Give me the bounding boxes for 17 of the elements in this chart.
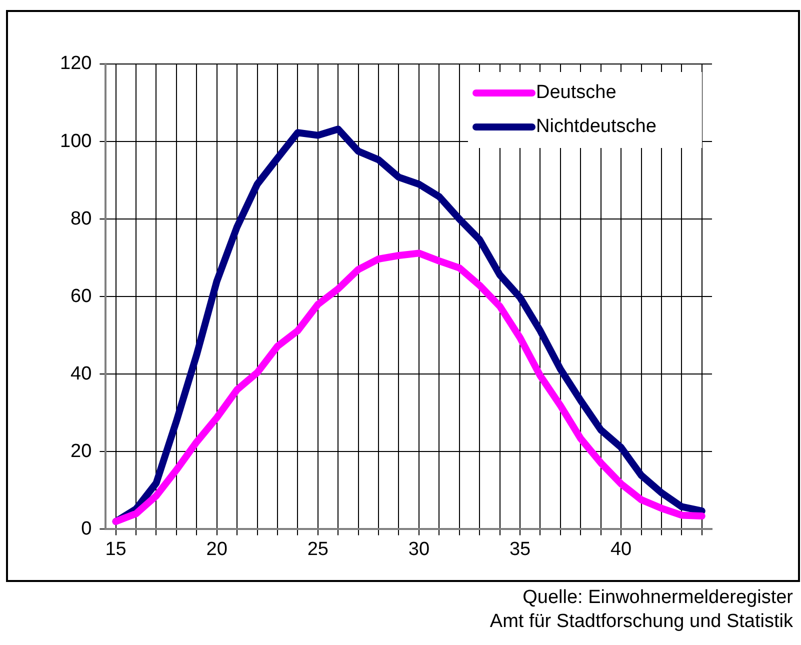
- y-tick-label: 80: [70, 208, 92, 230]
- y-tick-label: 60: [70, 286, 92, 307]
- y-tick-label: 20: [70, 440, 92, 462]
- x-tick-label: 25: [307, 538, 328, 560]
- source-note: Quelle: Einwohnermelderegister: [522, 586, 793, 610]
- x-tick-label: 15: [105, 538, 126, 560]
- y-tick-label: 100: [60, 130, 92, 152]
- x-tick-label: 20: [206, 538, 228, 560]
- y-tick-label: 120: [60, 53, 92, 74]
- text: Amt für Stadtforschung und Statistik: [490, 610, 793, 634]
- y-tick-label: 40: [70, 363, 92, 384]
- x-tick-label: 40: [610, 538, 632, 560]
- y-tick-label: 0: [81, 518, 92, 540]
- legend-label: Nichtdeutsche: [536, 116, 656, 138]
- x-tick-label: 35: [509, 538, 531, 560]
- legend-label: Deutsche: [536, 82, 616, 104]
- x-tick-label: 30: [408, 538, 430, 560]
